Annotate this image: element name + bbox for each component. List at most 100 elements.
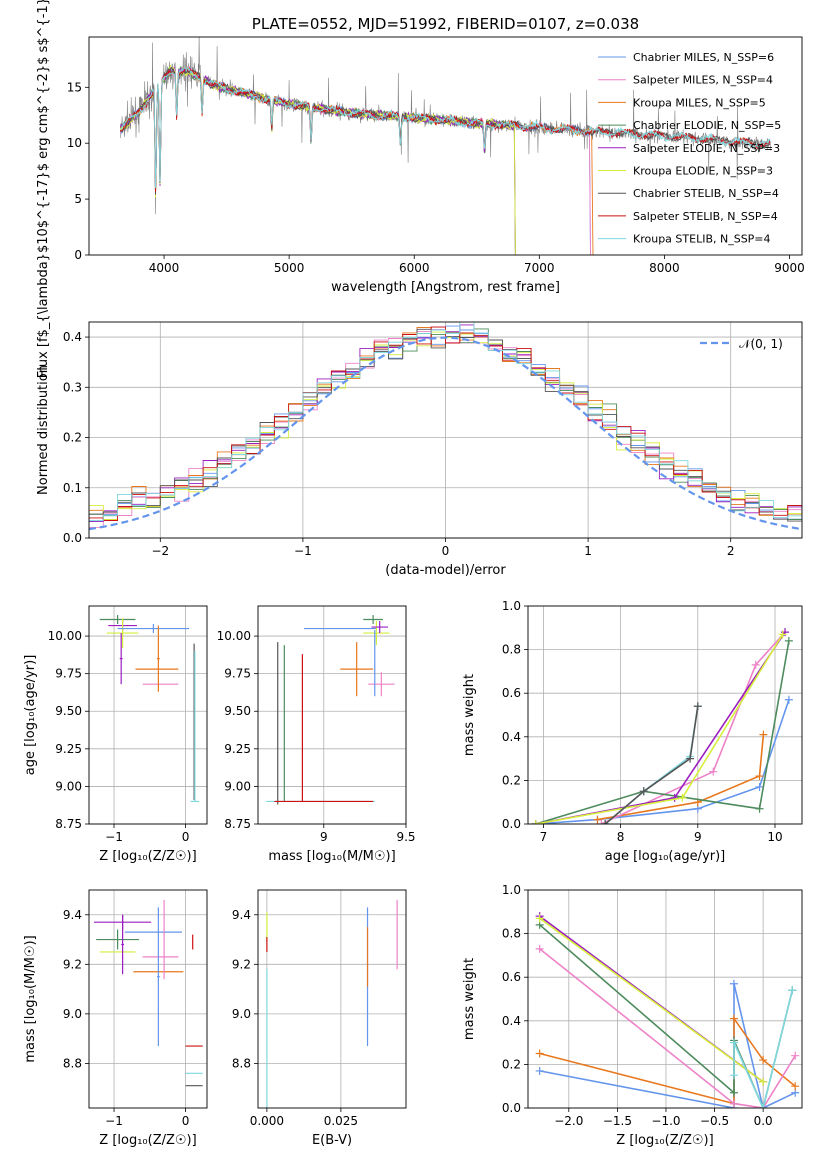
plus-marker [639,787,648,796]
y-tick-label: 8.75 [224,817,251,831]
x-tick-label: 5000 [274,261,305,275]
plus-marker [755,772,764,781]
legend-label: Kroupa STELIB, N_SSP=4 [633,233,771,246]
y-tick-label: 10.00 [217,629,251,643]
x-axis-label: mass [log₁₀(M/M☉)] [268,849,395,864]
y-tick-label: 8.8 [63,1056,82,1070]
plus-marker [729,1099,738,1108]
data-point [156,625,160,692]
x-axis-label: Z [log₁₀(Z/Z☉)] [99,849,196,864]
panel-weight_vs_Z: −2.0 −1.5 −1.0 −0.5 0.0 0.0 0.2 0.4 0.6 0.8 1.0 Z [… [462,883,803,1148]
x-axis-label: Z [log₁₀(Z/Z☉)] [616,1133,713,1148]
grid-mass_vs_Z [89,890,207,1108]
x-tick-label: 0.000 [250,1114,284,1128]
plus-marker [784,636,793,645]
y-tick-label: 9.50 [224,704,251,718]
x-tick-label: 8000 [649,261,680,275]
plus-marker [759,1056,768,1065]
panel-mass_vs_ebv: 0.000 0.025 8.8 9.0 9.2 9.4 E(B-V) [232,889,407,1148]
x-tick-label: −1 [105,830,123,844]
data-point [368,672,395,697]
x-axis-label: age [log₁₀(age/yr)] [605,849,726,864]
y-tick-label: 0.0 [502,817,521,831]
plus-marker [597,820,606,824]
y-tick-label: 0.4 [502,730,521,744]
panel-weight_vs_age: 7 8 9 10 0.0 0.2 0.4 0.6 0.8 1.0 age [log₁₀(age/yr… [462,599,803,864]
x-tick-label: 9 [320,830,328,844]
plus-marker [535,944,544,953]
y-tick-label: 1.0 [502,883,521,897]
y-tick-label: 9.2 [63,957,82,971]
plus-marker [729,1071,738,1080]
weight-line-chabrier_elodie [535,640,790,824]
y-tick-label: 0.8 [502,927,521,941]
plus-marker [670,793,679,802]
legend-label: Kroupa ELODIE, N_SSP=3 [633,165,773,178]
x-axis-label: E(B-V) [312,1133,352,1148]
model-spectrum-chabrier_elodie [120,65,516,255]
weight-line-kroupa_miles [597,734,765,821]
y-tick-label: 9.75 [224,667,251,681]
y-tick-label: 9.2 [232,957,251,971]
x-tick-label: 0 [442,544,450,558]
grid-weight_vs_age [528,605,802,825]
plus-marker [791,1082,800,1091]
plus-marker [601,820,610,824]
plus-marker [709,767,718,776]
axes-frame [527,889,803,1109]
x-tick-label: −2.0 [554,1114,583,1128]
x-tick-label: −2 [151,544,169,558]
plus-marker [729,1088,738,1097]
y-tick-label: 9.4 [232,908,251,922]
plus-marker [535,1066,544,1075]
weight-line-kroupa_miles [539,1016,796,1105]
plus-marker [784,695,793,704]
weight-line-kroupa_elodie [535,633,784,824]
grid-mass_vs_ebv [258,890,406,1108]
x-tick-label: 9 [694,830,702,844]
weight-line-kroupa_stelib [604,706,699,824]
plus-marker [751,660,760,669]
model-spectrum-kroupa_elodie [119,64,516,255]
axes-frame [88,36,803,256]
x-tick-label: 10 [767,830,782,844]
data-point [121,914,125,975]
axes-frame [527,605,803,825]
plus-marker [755,782,764,791]
plot-area-mass_vs_ebv [266,899,398,1108]
panel-age_vs_mass: 9 9.5 8.75 9.00 9.25 9.50 9.75 10.00 mass [log₁₀… [217,605,416,864]
axes-frame [88,605,208,825]
data-point [371,621,388,634]
data-point [99,615,136,625]
grid-residuals [89,322,802,539]
y-axis-label: mass weight [462,958,477,1040]
normal-curve [89,336,802,531]
y-tick-label: 0.4 [63,330,82,344]
y-tick-label: 0.3 [63,380,82,394]
plus-marker [535,1049,544,1058]
plus-marker [759,1104,768,1108]
x-tick-label: 0.025 [324,1114,358,1128]
y-tick-label: 8.75 [55,817,82,831]
weight-line-kroupa_stelib [733,990,794,1108]
legend-label: Kroupa MILES, N_SSP=5 [633,96,766,109]
plot-area-spectrum [119,37,771,255]
legend-label: Chabrier STELIB, N_SSP=4 [633,187,779,200]
x-tick-label: 8 [617,830,625,844]
y-tick-label: 9.25 [224,742,251,756]
weight-line-salpeter_miles [539,948,796,1108]
y-tick-label: 5 [74,192,82,206]
data-point [156,907,160,1047]
y-tick-label: 0 [74,248,82,262]
y-axis-label: Flux [f$_{\lambda}$10$^{-17}$ erg cm$^{-… [36,0,51,378]
x-tick-label: −0.5 [700,1114,729,1128]
x-tick-label: 4000 [149,261,180,275]
grid-age_vs_Z [89,606,207,825]
plus-marker [535,914,544,923]
model-spectrum-kroupa_stelib [119,65,771,189]
plus-marker [729,1014,738,1023]
plus-marker [729,979,738,988]
panel-mass_vs_Z: −1 0 8.8 9.0 9.2 9.4 Z [log₁₀(Z/Z☉)] mass [log₁… [23,889,208,1148]
grid-age_vs_mass [258,606,407,825]
model-spectrum-salpeter_elodie [119,66,516,255]
